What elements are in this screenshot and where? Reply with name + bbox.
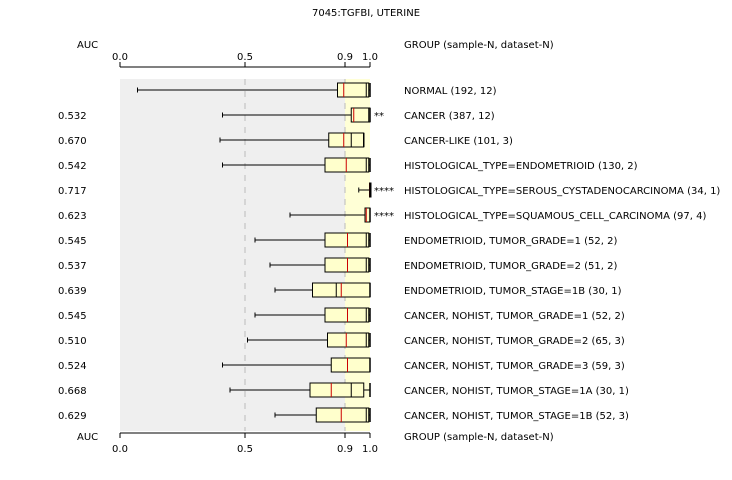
auc-value: 0.670 xyxy=(58,136,87,147)
group-label: CANCER (387, 12) xyxy=(404,111,495,122)
top-axis-tick-label: 0.0 xyxy=(112,52,128,63)
boxplot-row: 0.623 **** HISTOLOGICAL_TYPE=SQUAMOUS_CELL… xyxy=(58,207,706,223)
box xyxy=(337,82,370,98)
auc-value: 0.545 xyxy=(58,311,87,322)
significance-stars: **** xyxy=(374,211,394,222)
box xyxy=(324,257,370,273)
auc-value: 0.717 xyxy=(58,186,87,197)
group-label: CANCER, NOHIST, TUMOR_STAGE=1A (30, 1) xyxy=(404,386,629,397)
boxplot-row: 0.668 CANCER, NOHIST, TUMOR_STAGE=1A (30,… xyxy=(58,382,629,398)
group-column-header-top: GROUP (sample-N, dataset-N) xyxy=(404,40,554,51)
auc-value: 0.623 xyxy=(58,211,87,222)
auc-value: 0.629 xyxy=(58,411,87,422)
box xyxy=(315,407,370,423)
group-label: ENDOMETRIOID, TUMOR_GRADE=2 (51, 2) xyxy=(404,261,617,272)
boxplot-row: NORMAL (192, 12) xyxy=(137,82,497,98)
auc-value: 0.510 xyxy=(58,336,87,347)
boxplot-row: 0.537 ENDOMETRIOID, TUMOR_GRADE=2 (51, 2) xyxy=(58,257,617,273)
top-axis-tick-label: 0.5 xyxy=(237,52,253,63)
box xyxy=(324,232,370,248)
boxplot-row: 0.545 CANCER, NOHIST, TUMOR_GRADE=1 (52, … xyxy=(58,307,625,323)
boxplot-row: 0.670 CANCER-LIKE (101, 3) xyxy=(58,132,513,148)
box xyxy=(309,382,365,398)
auc-column-header-top: AUC xyxy=(77,40,98,51)
box xyxy=(330,357,371,373)
boxplot-row: 0.545 ENDOMETRIOID, TUMOR_GRADE=1 (52, 2) xyxy=(58,232,617,248)
group-label: ENDOMETRIOID, TUMOR_STAGE=1B (30, 1) xyxy=(404,286,622,297)
bottom-axis: 0.0 0.5 0.9 1.0 xyxy=(112,432,378,455)
box xyxy=(327,332,370,348)
auc-value: 0.532 xyxy=(58,111,87,122)
auc-value: 0.524 xyxy=(58,361,87,372)
bottom-axis-tick-label: 0.9 xyxy=(337,444,353,455)
top-axis-tick-label: 0.9 xyxy=(337,52,353,63)
group-label: CANCER, NOHIST, TUMOR_GRADE=3 (59, 3) xyxy=(404,361,625,372)
boxplot-row: 0.542 HISTOLOGICAL_TYPE=ENDOMETRIOID (130… xyxy=(58,157,638,173)
group-label: CANCER, NOHIST, TUMOR_GRADE=2 (65, 3) xyxy=(404,336,625,347)
auc-value: 0.537 xyxy=(58,261,87,272)
boxplot-row: 0.524 CANCER, NOHIST, TUMOR_GRADE=3 (59, … xyxy=(58,357,625,373)
bottom-axis-tick-label: 1.0 xyxy=(362,444,378,455)
box xyxy=(324,157,370,173)
highlight-band xyxy=(345,79,370,431)
auc-value: 0.668 xyxy=(58,386,87,397)
auc-value: 0.639 xyxy=(58,286,87,297)
group-column-header-bottom: GROUP (sample-N, dataset-N) xyxy=(404,432,554,443)
group-label: CANCER-LIKE (101, 3) xyxy=(404,136,513,147)
group-label: CANCER, NOHIST, TUMOR_GRADE=1 (52, 2) xyxy=(404,311,625,322)
boxplot-row: 0.532 ** CANCER (387, 12) xyxy=(58,107,495,123)
top-axis: 0.0 0.5 0.9 1.0 xyxy=(112,52,378,68)
auc-value: 0.542 xyxy=(58,161,87,172)
significance-stars: **** xyxy=(374,186,394,197)
bottom-axis-tick-label: 0.5 xyxy=(237,444,253,455)
auc-value: 0.545 xyxy=(58,236,87,247)
boxplot-row: 0.510 CANCER, NOHIST, TUMOR_GRADE=2 (65, … xyxy=(58,332,625,348)
group-label: HISTOLOGICAL_TYPE=SEROUS_CYSTADENOCARCIN… xyxy=(404,186,720,197)
boxplot-row: 0.629 CANCER, NOHIST, TUMOR_STAGE=1B (52,… xyxy=(58,407,629,423)
group-label: CANCER, NOHIST, TUMOR_STAGE=1B (52, 3) xyxy=(404,411,629,422)
bottom-axis-tick-label: 0.0 xyxy=(112,444,128,455)
group-label: NORMAL (192, 12) xyxy=(404,86,497,97)
auc-column-header-bottom: AUC xyxy=(77,432,98,443)
top-axis-tick-label: 1.0 xyxy=(362,52,378,63)
chart-title: 7045:TGFBI, UTERINE xyxy=(312,8,420,19)
boxplot-row: 0.639 ENDOMETRIOID, TUMOR_STAGE=1B (30, 1… xyxy=(58,282,622,298)
box xyxy=(324,307,370,323)
group-label: HISTOLOGICAL_TYPE=SQUAMOUS_CELL_CARCINOM… xyxy=(404,211,706,222)
group-label: HISTOLOGICAL_TYPE=ENDOMETRIOID (130, 2) xyxy=(404,161,638,172)
boxplot-rows: NORMAL (192, 12)0.532 ** CANCER (387, 12)0… xyxy=(58,82,720,423)
box xyxy=(328,132,365,148)
boxplot-row: 0.717 **** HISTOLOGICAL_TYPE=SEROUS_CYSTAD… xyxy=(58,182,720,198)
group-label: ENDOMETRIOID, TUMOR_GRADE=1 (52, 2) xyxy=(404,236,617,247)
significance-stars: ** xyxy=(374,111,384,122)
